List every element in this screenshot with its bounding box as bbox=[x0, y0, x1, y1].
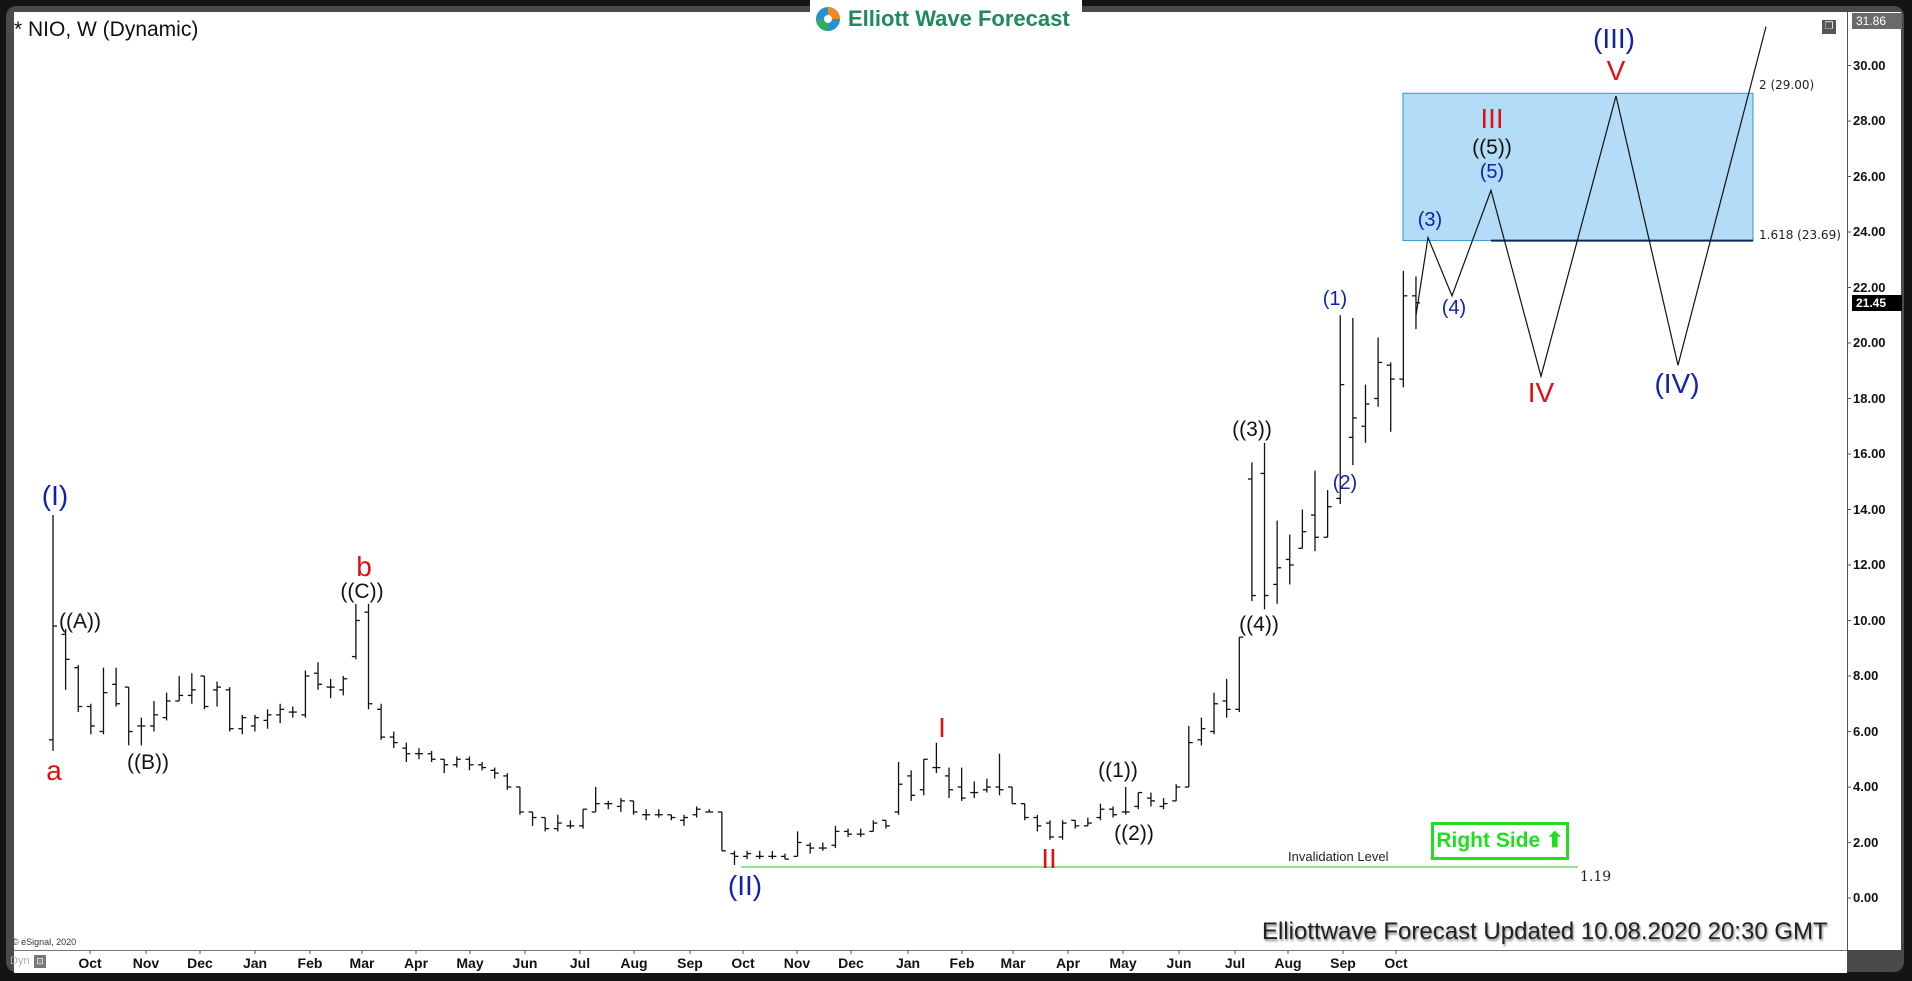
wave-label-V-red: V bbox=[1606, 55, 1626, 86]
x-tick-label: Apr bbox=[1055, 955, 1081, 971]
y-tick-label: 16.00 bbox=[1853, 446, 1886, 461]
high-price-flag: 31.86 bbox=[1852, 13, 1902, 29]
chart-title: * NIO, W (Dynamic) bbox=[14, 18, 199, 41]
wave-label-sub1: (1) bbox=[1322, 288, 1348, 310]
wave-label-I-red: I bbox=[938, 712, 946, 743]
price-axis[interactable] bbox=[1847, 12, 1901, 950]
x-tick-marks bbox=[89, 950, 1397, 954]
current-price-flag: 21.45 bbox=[1852, 295, 1902, 311]
y-tick-marks bbox=[1847, 65, 1851, 899]
x-tick-label: Mar bbox=[349, 955, 375, 971]
x-tick-label: Nov bbox=[783, 955, 811, 971]
y-tick-label: 12.00 bbox=[1853, 557, 1886, 572]
y-tick-label: 0.00 bbox=[1853, 890, 1879, 905]
wave-label-4: ((4)) bbox=[1239, 613, 1279, 636]
y-tick-label: 10.00 bbox=[1853, 612, 1886, 628]
x-tick-label: Sep bbox=[677, 955, 703, 971]
x-tick-label: Dec bbox=[187, 955, 213, 971]
x-tick-label: Jun bbox=[1166, 955, 1192, 971]
x-tick-label: Jul bbox=[1224, 955, 1246, 971]
update-timestamp: Elliottwave Forecast Updated 10.08.2020 … bbox=[1262, 918, 1828, 945]
x-tick-label: Aug bbox=[1274, 955, 1302, 971]
y-tick-label: 24.00 bbox=[1853, 224, 1886, 239]
x-tick-label: Oct bbox=[1384, 955, 1408, 971]
wave-label-C: ((C)) bbox=[340, 580, 384, 603]
fib-2-label: 2 (29.00) bbox=[1759, 78, 1815, 92]
wave-label-sub5: (5) bbox=[1479, 161, 1505, 183]
wave-label-b: b bbox=[356, 551, 372, 582]
y-tick-label: 6.00 bbox=[1853, 723, 1879, 739]
target-zone-box bbox=[1402, 92, 1754, 242]
y-tick-label: 2.00 bbox=[1853, 834, 1879, 850]
y-tick-label: 22.00 bbox=[1853, 279, 1886, 295]
price-bars bbox=[49, 270, 1420, 865]
wave-label-3: ((3)) bbox=[1232, 418, 1272, 441]
logo-text: Elliott Wave Forecast bbox=[848, 6, 1070, 31]
wave-label-sub2: (2) bbox=[1332, 472, 1358, 494]
wave-label-II-big: (II) bbox=[727, 870, 763, 901]
wave-label-2: ((2)) bbox=[1114, 822, 1154, 845]
x-tick-label: Jun bbox=[512, 955, 538, 971]
dyn-label: Dyn bbox=[10, 955, 30, 967]
x-tick-label: Jul bbox=[569, 955, 591, 971]
x-tick-label: Mar bbox=[1000, 955, 1026, 971]
invalidation-value: 1.19 bbox=[1580, 869, 1612, 885]
x-tick-label: Feb bbox=[949, 955, 975, 971]
y-tick-label: 8.00 bbox=[1853, 668, 1879, 683]
wave-label-III-red: III bbox=[1480, 103, 1504, 134]
wave-label-II-red: II bbox=[1041, 843, 1057, 874]
x-tick-label: Apr bbox=[403, 955, 429, 971]
y-tick-label: 4.00 bbox=[1853, 779, 1879, 794]
x-tick-label: Aug bbox=[620, 955, 648, 971]
wave-label-a: a bbox=[46, 755, 62, 786]
x-tick-label: Oct bbox=[731, 955, 755, 971]
copyright-text: © eSignal, 2020 bbox=[12, 937, 77, 947]
invalidation-label: Invalidation Level bbox=[1288, 849, 1389, 864]
wave-label-IV-red: IV bbox=[1527, 377, 1555, 408]
projection-path bbox=[1415, 26, 1767, 379]
y-tick-label: 28.00 bbox=[1853, 113, 1886, 128]
wave-label-B: ((B)) bbox=[127, 751, 169, 774]
y-tick-label: 18.00 bbox=[1853, 390, 1886, 406]
y-tick-label: 26.00 bbox=[1853, 168, 1886, 184]
wave-label-5: ((5)) bbox=[1472, 136, 1512, 159]
right-side-badge: Right Side ⬆ bbox=[1431, 822, 1569, 860]
x-tick-label: Jan bbox=[242, 955, 268, 971]
wave-label-III-big: (III) bbox=[1593, 23, 1635, 54]
x-tick-label: May bbox=[456, 955, 484, 971]
x-tick-label: Jan bbox=[895, 955, 921, 971]
wave-label-sub3: (3) bbox=[1417, 209, 1443, 231]
x-tick-label: May bbox=[1109, 955, 1137, 971]
wave-label-IV-big: (IV) bbox=[1654, 368, 1700, 399]
x-tick-label: Feb bbox=[297, 955, 323, 971]
y-tick-label: 30.00 bbox=[1853, 57, 1886, 73]
wave-label-I-big: (I) bbox=[41, 480, 69, 511]
x-tick-label: Nov bbox=[132, 955, 160, 971]
wave-label-A: ((A)) bbox=[59, 610, 101, 633]
x-tick-label: Sep bbox=[1330, 955, 1356, 971]
time-axis[interactable] bbox=[14, 950, 1847, 973]
y-tick-label: 20.00 bbox=[1853, 335, 1886, 350]
brand-logo: Elliott Wave Forecast bbox=[810, 0, 1082, 38]
wave-label-1: ((1)) bbox=[1098, 759, 1138, 782]
restore-window-icon[interactable]: ❐ bbox=[1822, 20, 1836, 34]
logo-icon bbox=[816, 7, 840, 31]
lock-icon[interactable]: ⊡ bbox=[34, 955, 46, 968]
y-tick-label: 14.00 bbox=[1853, 501, 1886, 517]
x-tick-label: Dec bbox=[838, 955, 864, 971]
fib-1618-label: 1.618 (23.69) bbox=[1759, 228, 1841, 242]
wave-label-sub4: (4) bbox=[1441, 297, 1467, 319]
x-tick-label: Oct bbox=[78, 955, 102, 971]
